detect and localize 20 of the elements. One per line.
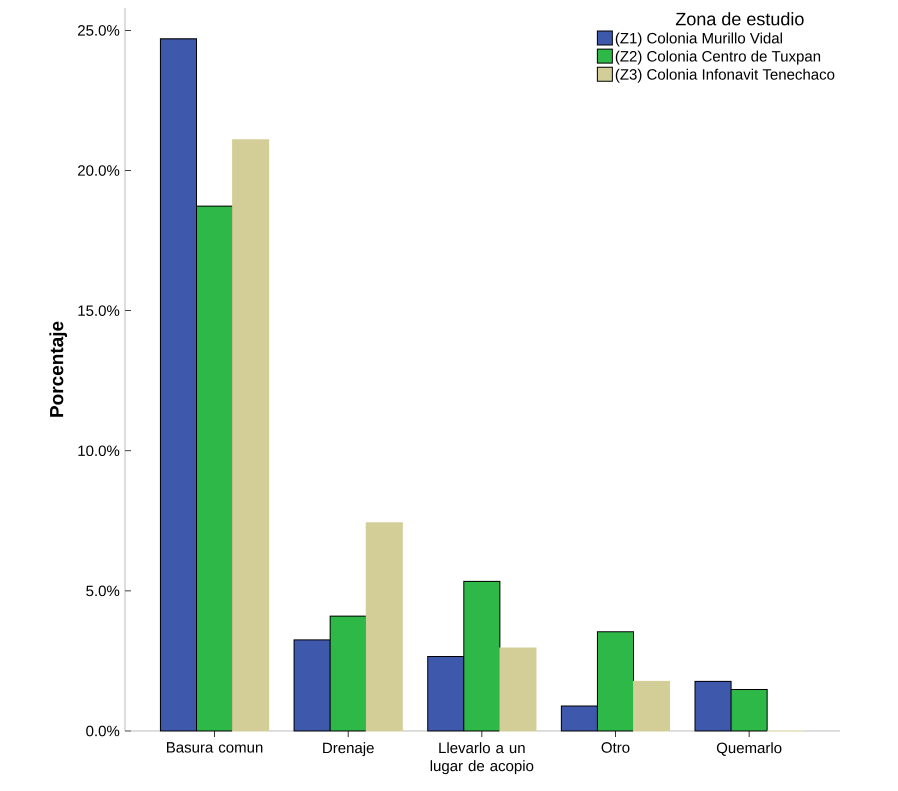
bar: [232, 139, 270, 732]
y-tick-label: 5.0%: [86, 586, 120, 596]
bar: [499, 648, 536, 732]
legend-title: Zona de estudio: [676, 12, 804, 26]
x-tick-label: Quemarlo: [716, 742, 782, 756]
x-tick-label: Otro: [602, 742, 630, 753]
y-axis-title: Porcentaje: [49, 322, 68, 417]
y-tick-label: 15.0%: [78, 305, 120, 316]
legend-label: (Z3) Colonia Infonavit Tenechaco: [616, 68, 834, 83]
bar: [633, 680, 670, 732]
x-tick-label: Drenaje: [323, 742, 374, 756]
legend-label: (Z2) Colonia Centro de Tuxpan: [616, 50, 820, 65]
y-tick-label: 20.0%: [78, 165, 120, 176]
legend-label: (Z1) Colonia Murillo Vidal: [616, 32, 782, 46]
y-tick-label: 25.0%: [78, 25, 120, 36]
x-tick-label: Basura comun: [166, 742, 262, 753]
y-tick-label: 10.0%: [78, 445, 120, 456]
y-tick-label: 0.0%: [86, 726, 120, 736]
bar: [366, 522, 403, 732]
x-tick-label: Llevarlo a un lugar de acopio: [430, 742, 534, 774]
